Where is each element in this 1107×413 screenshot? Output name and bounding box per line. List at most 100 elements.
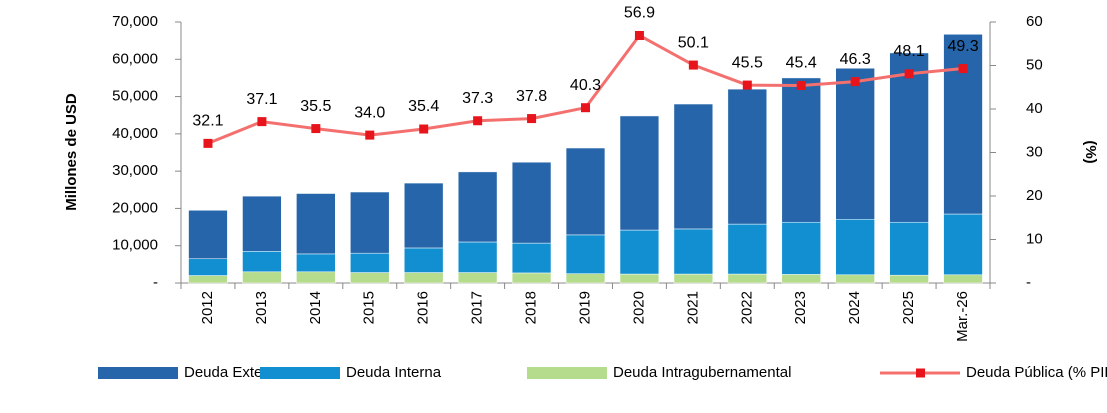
x-tick-label: 2019 <box>576 291 593 324</box>
bar <box>781 274 821 284</box>
bar <box>943 213 983 276</box>
bar <box>619 229 660 275</box>
bar <box>835 67 875 220</box>
bar <box>242 251 282 273</box>
data-label: 32.1 <box>192 113 223 130</box>
data-label: 56.9 <box>624 5 655 22</box>
legend-swatch <box>98 367 178 379</box>
bar <box>188 258 228 276</box>
x-tick-label: 2016 <box>415 291 432 324</box>
y2ticks-label: 40 <box>1026 100 1043 117</box>
marker <box>527 114 537 124</box>
marker <box>419 124 429 134</box>
bar <box>943 34 983 215</box>
bar <box>565 147 606 236</box>
marker <box>473 116 483 126</box>
marker <box>581 103 590 113</box>
x-tick-label: 2017 <box>469 291 486 324</box>
data-label: 35.5 <box>300 98 331 115</box>
bar <box>404 182 444 249</box>
bar <box>619 273 660 284</box>
data-label: 37.8 <box>516 88 547 105</box>
legend-label: Deuda Intragubernamental <box>613 364 791 381</box>
bar <box>511 242 552 274</box>
bar <box>188 275 228 284</box>
bar <box>889 52 929 223</box>
data-label: 50.1 <box>678 34 709 51</box>
x-tick-label: 2015 <box>361 291 378 324</box>
bar <box>619 115 660 231</box>
yticks-label: 30,000 <box>112 162 158 179</box>
bar <box>457 241 498 273</box>
bar <box>511 272 552 284</box>
bar <box>565 234 606 274</box>
y-axis-title: Millones de USD <box>63 93 80 211</box>
bar <box>727 223 767 275</box>
yticks-label: 20,000 <box>112 199 158 216</box>
bar <box>781 77 821 223</box>
bar <box>242 271 282 284</box>
bar <box>565 273 606 284</box>
bar <box>457 272 498 284</box>
marker <box>688 60 698 70</box>
x-tick-label: 2018 <box>523 291 540 324</box>
yticks-label: 50,000 <box>112 88 158 105</box>
bar <box>835 218 875 276</box>
data-label: 45.5 <box>732 54 763 71</box>
legend-label: Deuda Pública (% PIB) <box>966 364 1107 381</box>
bar <box>350 252 390 273</box>
data-label: 46.3 <box>840 51 871 68</box>
bar <box>404 247 444 273</box>
bar <box>511 161 552 244</box>
bar <box>673 228 714 275</box>
data-label: 37.3 <box>462 90 493 107</box>
bar <box>835 274 875 284</box>
bar <box>296 271 336 284</box>
bar <box>673 103 714 230</box>
marker <box>365 130 375 140</box>
yticks-label: 60,000 <box>112 50 158 67</box>
marker <box>796 81 806 91</box>
bar <box>727 273 767 284</box>
x-tick-label: Mar.-26 <box>954 291 971 342</box>
yticks-label: 70,000 <box>112 13 158 30</box>
y2ticks-label: - <box>1026 274 1031 291</box>
legend-marker <box>916 368 925 378</box>
data-label: 37.1 <box>246 91 277 108</box>
yticks-label: 40,000 <box>112 125 158 142</box>
bar <box>296 193 336 255</box>
marker <box>958 64 968 74</box>
bar <box>889 274 929 284</box>
bar <box>781 221 821 275</box>
bar <box>350 191 390 254</box>
data-label: 45.4 <box>786 55 817 72</box>
bar <box>727 88 767 225</box>
data-label: 35.4 <box>408 98 439 115</box>
y2-axis-title: (%) <box>1082 140 1099 163</box>
x-tick-label: 2025 <box>900 291 917 324</box>
legend-swatch <box>527 367 607 379</box>
x-tick-label: 2020 <box>630 291 647 324</box>
y2ticks-label: 60 <box>1026 13 1043 30</box>
legend-label: Deuda Interna <box>346 364 442 381</box>
x-tick-label: 2024 <box>846 291 863 324</box>
marker <box>634 30 644 40</box>
bar <box>296 253 336 273</box>
data-label: 49.3 <box>947 38 978 55</box>
bar <box>943 274 983 284</box>
legend-label: Deuda Externa <box>184 364 285 381</box>
marker <box>742 80 752 90</box>
bar <box>457 171 498 243</box>
marker <box>311 124 321 134</box>
yticks-label: - <box>153 274 158 291</box>
x-tick-label: 2022 <box>738 291 755 324</box>
legend-swatch <box>260 367 340 379</box>
marker <box>850 77 860 87</box>
x-tick-label: 2014 <box>307 291 324 324</box>
data-label: 48.1 <box>894 43 925 60</box>
y2ticks-label: 30 <box>1026 143 1043 160</box>
bar <box>673 273 714 284</box>
x-tick-label: 2021 <box>684 291 701 324</box>
y2ticks-label: 20 <box>1026 187 1043 204</box>
